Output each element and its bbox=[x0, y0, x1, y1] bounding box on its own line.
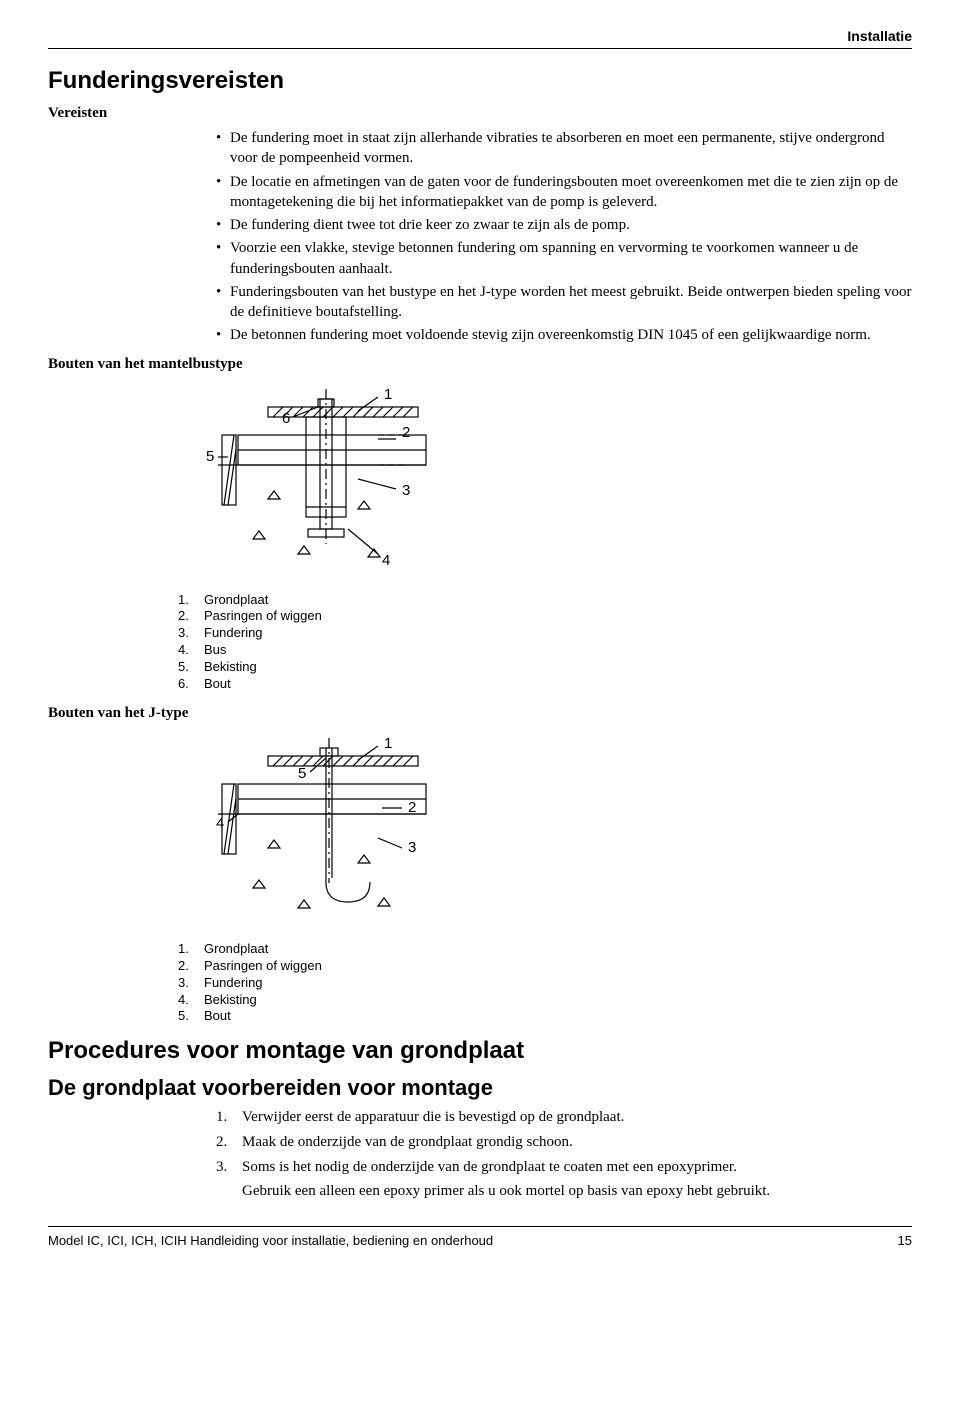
legend-item: Grondplaat bbox=[178, 592, 912, 609]
legend-item: Fundering bbox=[178, 975, 912, 992]
section-header: Installatie bbox=[48, 28, 912, 44]
sleeve-legend: Grondplaat Pasringen of wiggen Fundering… bbox=[178, 592, 912, 693]
step-text: Verwijder eerst de apparatuur die is bev… bbox=[242, 1109, 624, 1125]
top-rule bbox=[48, 48, 912, 49]
diagram-label-5: 5 bbox=[206, 448, 214, 465]
diagram-label-2: 2 bbox=[408, 799, 416, 816]
step-subtext: Gebruik een alleen een epoxy primer als … bbox=[242, 1181, 912, 1203]
requirement-item: De locatie en afmetingen van de gaten vo… bbox=[216, 172, 912, 213]
procedure-steps: Verwijder eerst de apparatuur die is bev… bbox=[216, 1107, 912, 1202]
legend-item: Fundering bbox=[178, 625, 912, 642]
procedure-step: Verwijder eerst de apparatuur die is bev… bbox=[216, 1107, 912, 1129]
jtype-heading: Bouten van het J-type bbox=[48, 705, 912, 722]
legend-item: Bus bbox=[178, 642, 912, 659]
requirement-item: De betonnen fundering moet voldoende ste… bbox=[216, 325, 912, 345]
jtype-diagram: 1 2 3 4 5 bbox=[178, 728, 912, 933]
diagram-label-6: 6 bbox=[282, 410, 290, 427]
legend-item: Pasringen of wiggen bbox=[178, 958, 912, 975]
footer-rule bbox=[48, 1226, 912, 1227]
requirement-item: Voorzie een vlakke, stevige betonnen fun… bbox=[216, 238, 912, 279]
requirements-list: De fundering moet in staat zijn allerhan… bbox=[216, 128, 912, 346]
sleeve-heading: Bouten van het mantelbustype bbox=[48, 356, 912, 373]
footer-doc-title: Model IC, ICI, ICH, ICIH Handleiding voo… bbox=[48, 1233, 493, 1248]
step-text: Maak de onderzijde van de grondplaat gro… bbox=[242, 1134, 573, 1150]
legend-item: Bout bbox=[178, 676, 912, 693]
requirement-item: De fundering dient twee tot drie keer zo… bbox=[216, 215, 912, 235]
page-title: Funderingsvereisten bbox=[48, 67, 912, 95]
jtype-legend: Grondplaat Pasringen of wiggen Fundering… bbox=[178, 941, 912, 1025]
diagram-label-1: 1 bbox=[384, 386, 392, 403]
footer-page-number: 15 bbox=[898, 1233, 912, 1248]
diagram-label-4: 4 bbox=[382, 552, 390, 569]
legend-item: Pasringen of wiggen bbox=[178, 608, 912, 625]
procedures-title: Procedures voor montage van grondplaat bbox=[48, 1037, 912, 1065]
diagram-label-3: 3 bbox=[408, 839, 416, 856]
requirements-heading: Vereisten bbox=[48, 105, 912, 122]
diagram-label-4: 4 bbox=[216, 815, 224, 832]
procedure-step: Soms is het nodig de onderzijde van de g… bbox=[216, 1157, 912, 1203]
legend-item: Bout bbox=[178, 1008, 912, 1025]
legend-item: Bekisting bbox=[178, 659, 912, 676]
diagram-label-1: 1 bbox=[384, 735, 392, 752]
diagram-label-2: 2 bbox=[402, 424, 410, 441]
diagram-label-5: 5 bbox=[298, 765, 306, 782]
page-footer: Model IC, ICI, ICH, ICIH Handleiding voo… bbox=[48, 1233, 912, 1248]
legend-item: Grondplaat bbox=[178, 941, 912, 958]
procedures-subtitle: De grondplaat voorbereiden voor montage bbox=[48, 1075, 912, 1101]
requirement-item: Funderingsbouten van het bustype en het … bbox=[216, 282, 912, 323]
legend-item: Bekisting bbox=[178, 992, 912, 1009]
procedure-step: Maak de onderzijde van de grondplaat gro… bbox=[216, 1132, 912, 1154]
step-text: Soms is het nodig de onderzijde van de g… bbox=[242, 1159, 737, 1175]
sleeve-diagram: 1 2 3 4 5 6 bbox=[178, 379, 912, 584]
requirement-item: De fundering moet in staat zijn allerhan… bbox=[216, 128, 912, 169]
diagram-label-3: 3 bbox=[402, 482, 410, 499]
